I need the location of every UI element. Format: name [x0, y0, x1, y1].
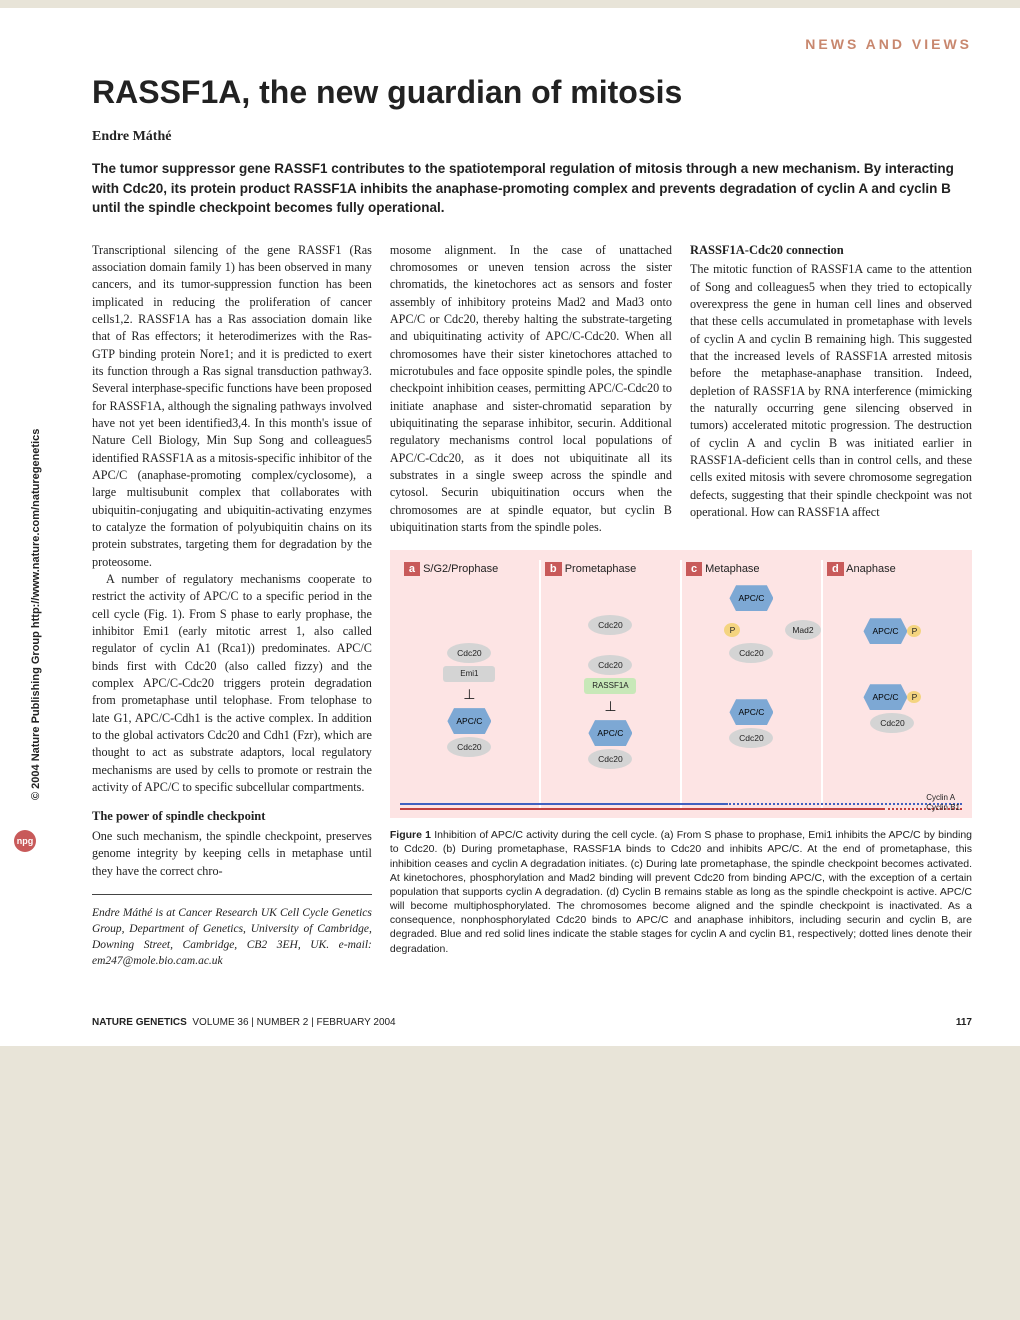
page: NEWS AND VIEWS © 2004 Nature Publishing … [0, 0, 1020, 1046]
column-3: RASSF1A-Cdc20 connection The mitotic fun… [690, 242, 972, 537]
cdc20-node: Cdc20 [729, 643, 773, 663]
apcc-node: APC/C [729, 699, 773, 725]
footer: NATURE GENETICS VOLUME 36 | NUMBER 2 | F… [0, 999, 1020, 1046]
apcc-node: APC/C [863, 684, 907, 710]
figure-1: a S/G2/Prophase Cdc20 Emi1 ⊥ APC/C Cdc20… [390, 550, 972, 956]
cdc20-node: Cdc20 [870, 713, 914, 733]
cdc20-node: Cdc20 [447, 737, 491, 757]
cdc20-node: Cdc20 [447, 643, 491, 663]
emi1-node: Emi1 [443, 666, 495, 682]
col1-p2: A number of regulatory mechanisms cooper… [92, 571, 372, 796]
section-label: NEWS AND VIEWS [805, 36, 972, 52]
column-right-wrap: mosome alignment. In the case of unattac… [390, 242, 972, 970]
timeline-labels: Cyclin ACyclin B1 [926, 793, 960, 812]
apcc-node: APC/C [447, 708, 491, 734]
p-node: P [724, 623, 740, 637]
col3-subhead: RASSF1A-Cdc20 connection [690, 242, 972, 260]
timeline [400, 803, 962, 810]
panel-c-title: Metaphase [705, 563, 759, 575]
column-1: Transcriptional silencing of the gene RA… [92, 242, 372, 970]
panel-b-letter: b [545, 562, 562, 576]
panel-a: a S/G2/Prophase Cdc20 Emi1 ⊥ APC/C Cdc20 [400, 560, 541, 808]
cdc20-node: Cdc20 [588, 749, 632, 769]
figure-caption: Figure 1 Inhibition of APC/C activity du… [390, 828, 972, 956]
cdc20-node: Cdc20 [588, 655, 632, 675]
content: RASSF1A, the new guardian of mitosis End… [0, 54, 1020, 999]
inhibit-icon: ⊥ [541, 697, 680, 717]
col3-p1: The mitotic function of RASSF1A came to … [690, 261, 972, 521]
cyclin-a-line [400, 803, 726, 805]
col1-p3: One such mechanism, the spindle checkpoi… [92, 828, 372, 880]
column-2: mosome alignment. In the case of unattac… [390, 242, 672, 537]
author: Endre Máthé [92, 129, 972, 145]
panel-b: b Prometaphase Cdc20 Cdc20 RASSF1A ⊥ APC… [541, 560, 682, 808]
panel-a-title: S/G2/Prophase [423, 563, 498, 575]
cdc20-node: Cdc20 [588, 615, 632, 635]
apcc-node: APC/C [588, 720, 632, 746]
col1-p1: Transcriptional silencing of the gene RA… [92, 242, 372, 571]
page-number: 117 [956, 1017, 972, 1028]
panel-d-title: Anaphase [846, 563, 896, 575]
abstract: The tumor suppressor gene RASSF1 contrib… [92, 159, 972, 218]
apcc-node: APC/C [729, 585, 773, 611]
p-node: P [907, 625, 921, 637]
figure-caption-lead: Figure 1 [390, 829, 431, 841]
inhibit-icon: ⊥ [400, 685, 539, 705]
cdc20-node: Cdc20 [729, 728, 773, 748]
journal-name: NATURE GENETICS [92, 1017, 187, 1028]
p-node: P [907, 691, 921, 703]
affiliation: Endre Máthé is at Cancer Research UK Cel… [92, 894, 372, 969]
figure-caption-text: Inhibition of APC/C activity during the … [390, 829, 972, 954]
footer-left: NATURE GENETICS VOLUME 36 | NUMBER 2 | F… [92, 1017, 396, 1028]
issue-info: VOLUME 36 | NUMBER 2 | FEBRUARY 2004 [192, 1017, 395, 1028]
section-head: NEWS AND VIEWS [0, 8, 1020, 54]
columns: Transcriptional silencing of the gene RA… [92, 242, 972, 970]
panel-b-title: Prometaphase [565, 563, 637, 575]
figure-diagram: a S/G2/Prophase Cdc20 Emi1 ⊥ APC/C Cdc20… [390, 550, 972, 818]
col2-p1: mosome alignment. In the case of unattac… [390, 242, 672, 537]
mad2-node: Mad2 [785, 620, 821, 640]
article-title: RASSF1A, the new guardian of mitosis [92, 74, 972, 111]
panel-c-letter: c [686, 562, 702, 576]
apcc-node: APC/C [863, 618, 907, 644]
col1-subhead: The power of spindle checkpoint [92, 808, 372, 826]
cyclin-b-line [400, 808, 883, 810]
panel-d-letter: d [827, 562, 844, 576]
panel-a-letter: a [404, 562, 420, 576]
header-band [0, 0, 1020, 8]
rassf1a-node: RASSF1A [584, 678, 636, 694]
panel-d: d Anaphase APC/CP APC/CP Cdc20 [823, 560, 962, 808]
panel-c: c Metaphase APC/C P Mad2 Cdc20 APC/C Cdc2… [682, 560, 823, 808]
